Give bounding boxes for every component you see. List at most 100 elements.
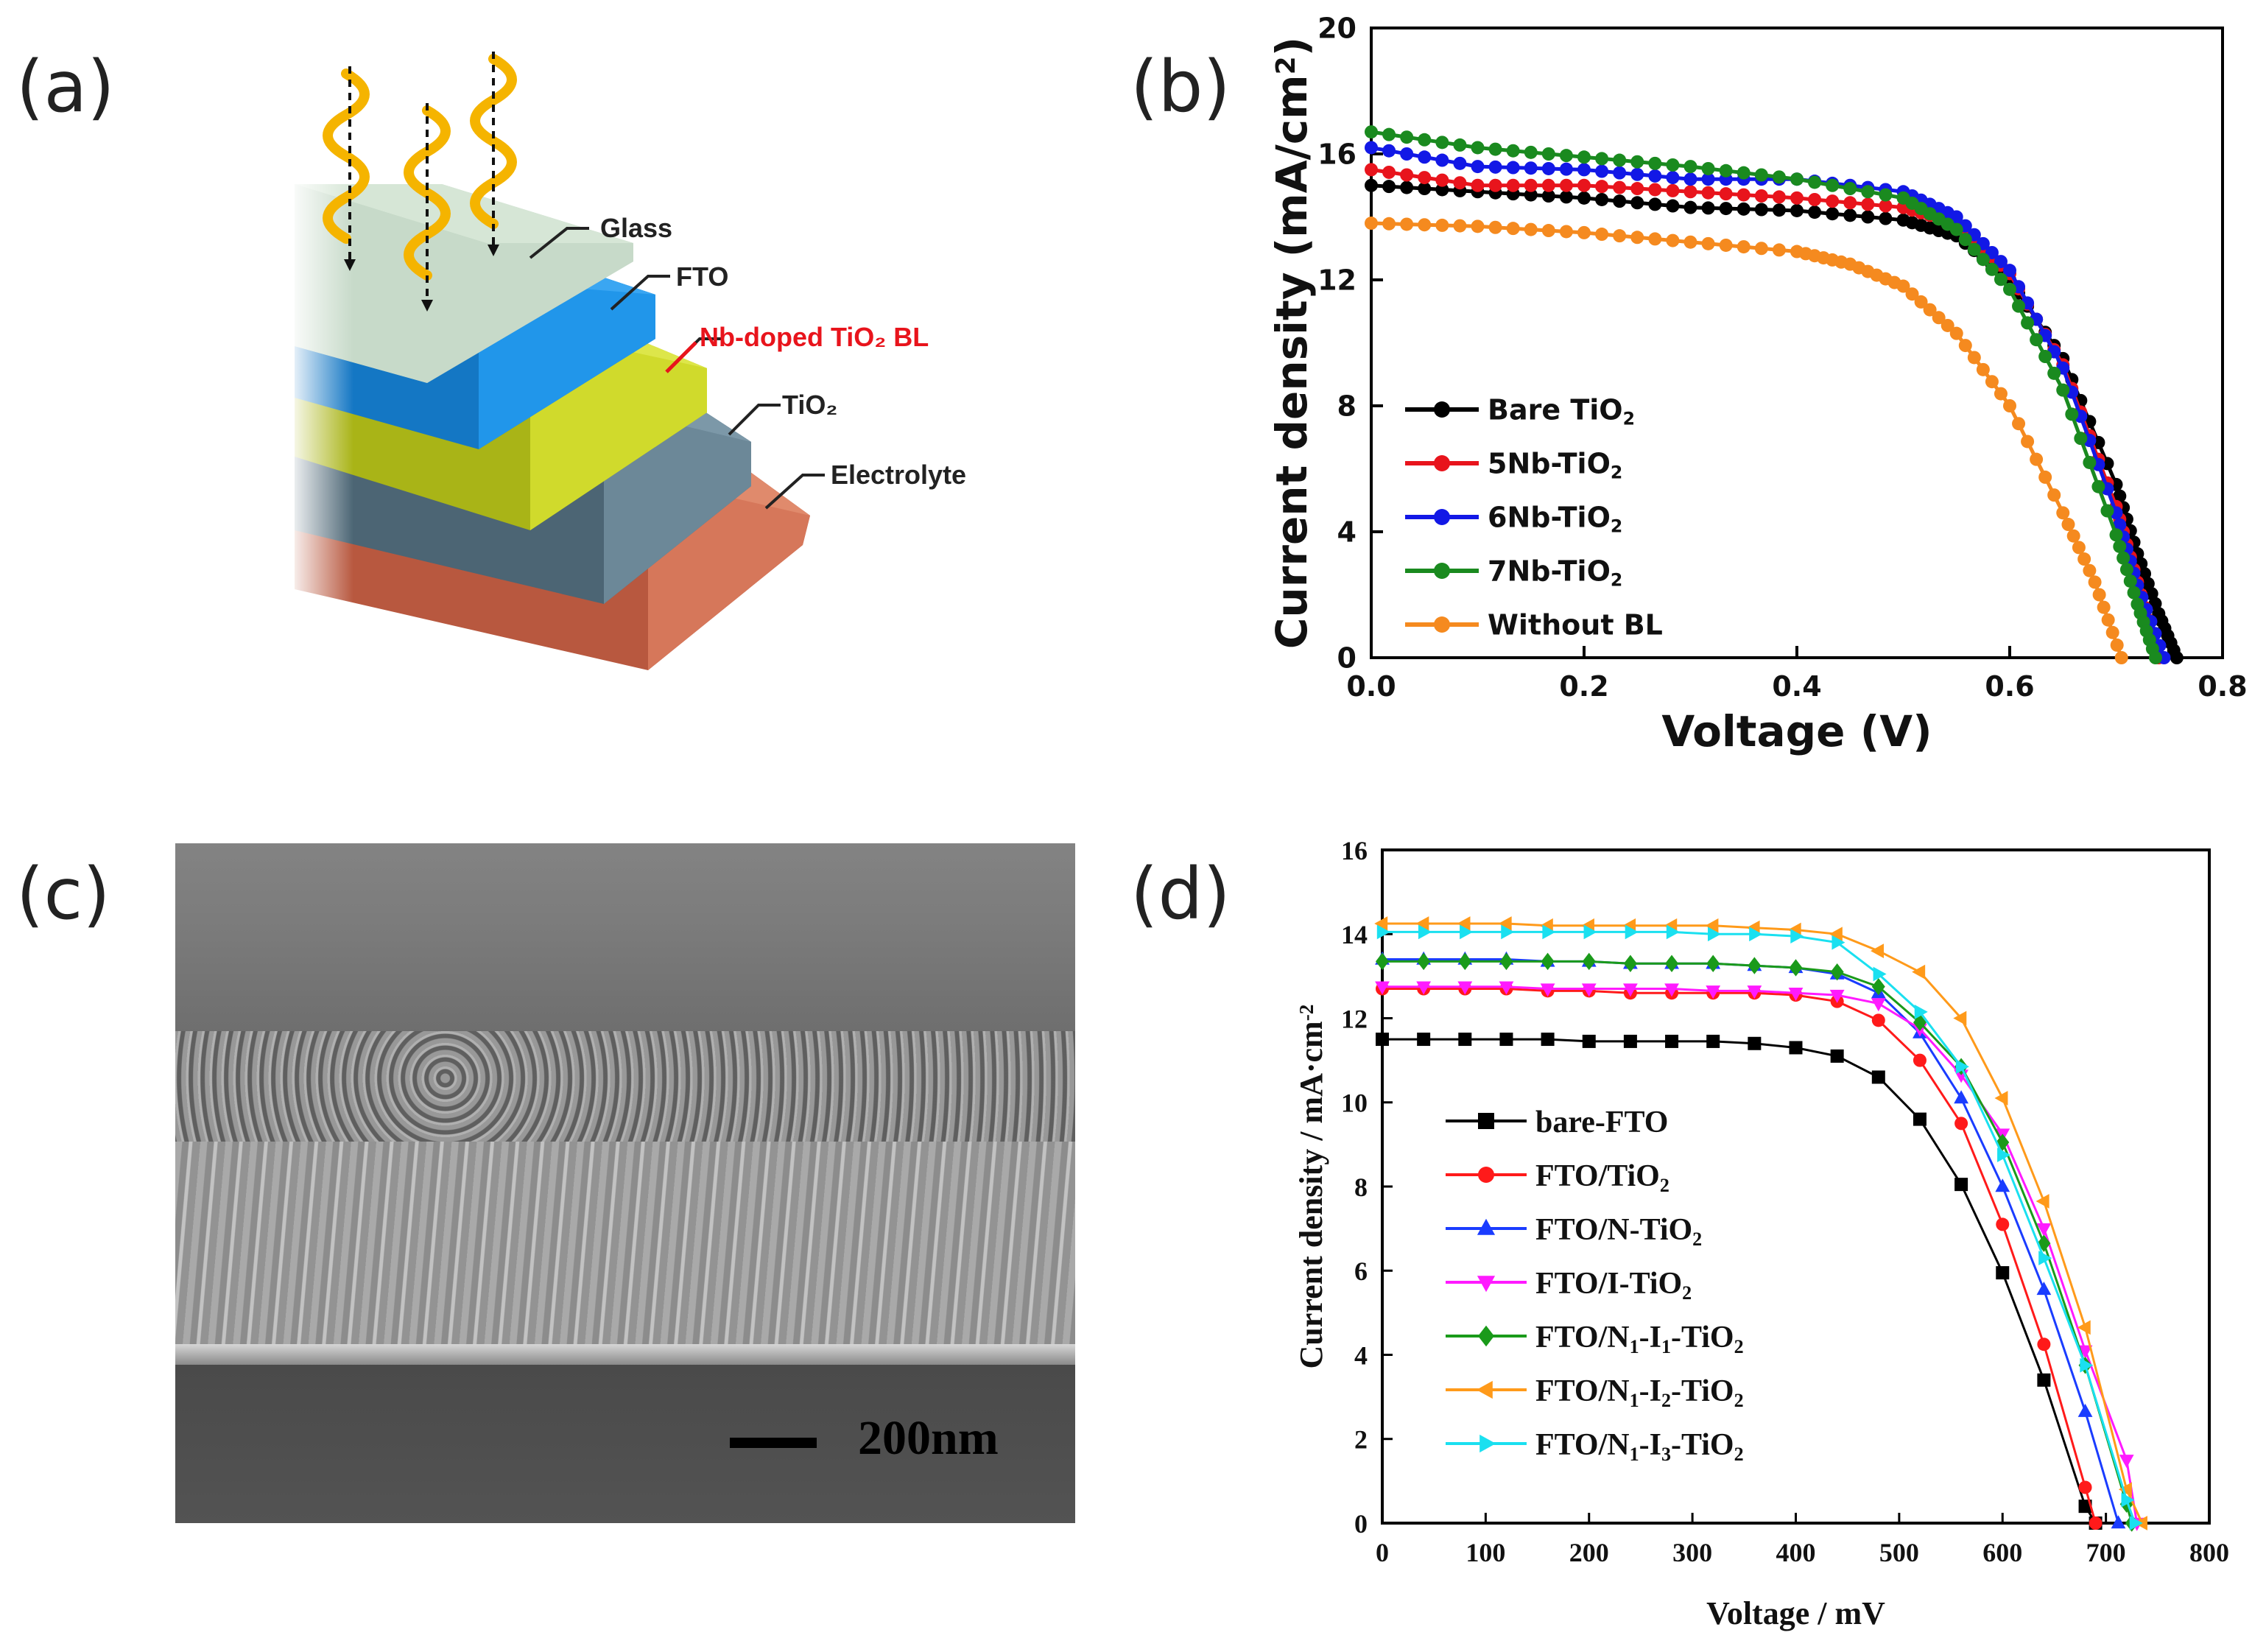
data-point	[1861, 180, 1875, 194]
data-point	[1623, 1034, 1637, 1048]
series-line	[1370, 130, 2158, 658]
data-point	[1829, 927, 1843, 942]
data-point	[1799, 247, 1813, 261]
data-point	[1453, 138, 1467, 152]
data-point	[1832, 935, 1845, 950]
data-point	[1488, 160, 1502, 174]
data-point	[2170, 651, 2184, 664]
data-point	[2083, 429, 2097, 443]
data-point	[1376, 1033, 1389, 1047]
data-point	[1683, 185, 1697, 199]
data-point	[1706, 985, 1721, 999]
tick-labels: 0 100 200 300 400 500 600 700 800 0 2 4 6 8 10 12 14 16	[1341, 836, 2229, 1567]
data-point	[1435, 218, 1449, 232]
data-point	[1488, 220, 1502, 234]
data-point	[1719, 172, 1733, 186]
data-point	[2158, 622, 2172, 636]
series-4	[1375, 981, 2144, 1531]
legend-marker	[1434, 401, 1450, 418]
data-point	[2129, 1517, 2144, 1531]
data-point	[2056, 358, 2070, 372]
data-point	[1861, 264, 1875, 278]
data-point	[2109, 506, 2123, 520]
data-point	[1701, 172, 1715, 186]
data-point	[1976, 362, 1990, 376]
data-point	[2119, 563, 2133, 577]
data-point	[1582, 952, 1596, 971]
data-point	[2092, 588, 2106, 602]
data-point	[2021, 316, 2035, 330]
series-5	[1365, 217, 2128, 664]
data-point	[1748, 957, 1762, 974]
data-point	[2036, 1282, 2052, 1296]
electrolyte-label: Electrolyte	[831, 460, 966, 490]
data-point	[2127, 535, 2141, 549]
data-point	[1949, 326, 1963, 340]
data-point	[2088, 575, 2102, 589]
plot-frame	[1381, 848, 2211, 1525]
data-point	[1416, 981, 1432, 995]
data-point	[1896, 279, 1910, 293]
data-point	[1375, 951, 1390, 965]
data-point	[1808, 175, 1822, 189]
data-point	[1541, 178, 1555, 192]
plot-frame	[1370, 27, 2224, 659]
data-point	[2114, 651, 2128, 664]
y-tick-label: 8	[1337, 390, 1357, 423]
data-point	[1471, 178, 1485, 192]
data-point	[1789, 959, 1803, 977]
data-point	[1749, 927, 1763, 942]
data-point	[1630, 196, 1644, 210]
data-point	[2145, 642, 2159, 655]
x-tick-label: 600	[1982, 1538, 2022, 1567]
data-point	[1896, 191, 1910, 205]
data-point	[1376, 924, 1390, 940]
data-point	[1705, 918, 1719, 933]
sem-substrate	[175, 1365, 1075, 1523]
data-point	[2148, 638, 2162, 652]
data-point	[2113, 518, 2127, 532]
data-point	[1706, 1034, 1720, 1048]
x-tick-label: 0.4	[1772, 670, 1821, 703]
data-point	[2089, 1516, 2103, 1530]
data-point	[2117, 530, 2130, 544]
data-point	[2021, 296, 2035, 310]
data-point	[1666, 171, 1680, 185]
data-point	[2056, 383, 2070, 397]
tio2-label: TiO₂	[782, 390, 837, 420]
data-point	[2077, 1345, 2093, 1359]
data-point	[2123, 574, 2137, 588]
data-point	[1622, 918, 1636, 933]
data-point	[2148, 597, 2162, 611]
data-point	[1826, 178, 1840, 192]
data-point	[1488, 186, 1502, 200]
data-point	[2003, 282, 2016, 296]
data-point	[2139, 602, 2153, 616]
data-point	[2130, 578, 2144, 592]
data-point	[2047, 345, 2061, 359]
data-point	[1666, 924, 1680, 940]
data-point	[1748, 986, 1762, 1000]
data-point	[2109, 499, 2123, 513]
electrolyte-layer	[295, 317, 810, 670]
data-point	[1896, 200, 1910, 214]
legend-label: 6Nb-TiO2	[1488, 502, 1622, 537]
data-point	[1418, 171, 1432, 185]
data-point	[2021, 297, 2035, 311]
data-point	[1879, 188, 1893, 202]
data-point	[2030, 452, 2044, 466]
legend-marker	[1477, 1218, 1496, 1235]
y-tick-label: 16	[1317, 138, 1357, 171]
data-point	[1665, 1034, 1679, 1048]
data-point	[1967, 242, 1981, 256]
series-line	[1382, 988, 2097, 1524]
data-point	[1976, 236, 1990, 250]
legend-marker	[1478, 1325, 1494, 1347]
data-point	[1985, 262, 1999, 276]
panel-a-label: (a)	[16, 46, 115, 128]
data-point	[1826, 253, 1840, 267]
data-point	[1994, 387, 2008, 401]
legend-label: 5Nb-TiO2	[1488, 448, 1622, 483]
data-point	[2138, 567, 2152, 580]
data-point	[1499, 982, 1513, 996]
